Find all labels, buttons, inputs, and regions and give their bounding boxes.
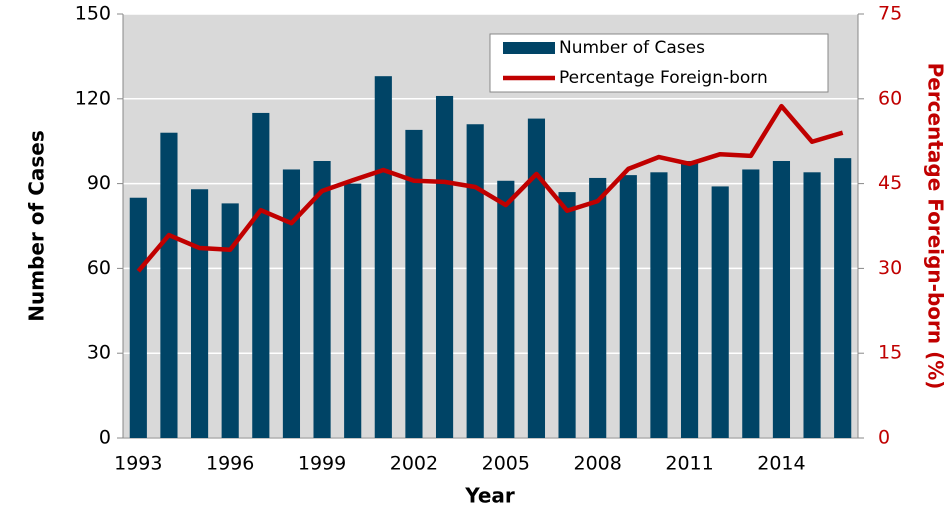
bar xyxy=(374,76,392,438)
y-axis-label: Number of Cases xyxy=(25,130,49,321)
y2-tick-label: 45 xyxy=(878,172,902,194)
y2-tick-label: 30 xyxy=(878,257,902,279)
bar xyxy=(466,124,484,439)
y-tick-label: 60 xyxy=(87,257,111,279)
y-tick-label: 30 xyxy=(87,342,111,364)
bar xyxy=(405,129,423,439)
x-tick-label: 2005 xyxy=(482,453,530,475)
legend-label: Percentage Foreign-born xyxy=(559,68,768,88)
y2-tick-label: 75 xyxy=(878,3,902,25)
x-tick-label: 2002 xyxy=(390,453,438,475)
bar xyxy=(282,169,301,438)
bar xyxy=(344,183,362,438)
line xyxy=(136,103,844,273)
x-tick-label: 2011 xyxy=(665,453,713,475)
bar xyxy=(190,189,209,438)
y-tick-label: 150 xyxy=(75,3,111,25)
legend-swatch xyxy=(503,42,555,54)
bar xyxy=(497,180,515,439)
bar xyxy=(313,160,331,438)
legend-label: Number of Cases xyxy=(559,38,705,58)
bar xyxy=(252,112,270,438)
x-tick-label: 1996 xyxy=(206,453,254,475)
y2-axis-label: Percentage Foreign-born (%) xyxy=(924,63,948,390)
bar xyxy=(834,158,852,438)
bar xyxy=(527,118,546,438)
y-tick-label: 0 xyxy=(99,427,111,449)
x-tick-label: 1999 xyxy=(298,453,346,475)
bar xyxy=(129,197,147,438)
bar xyxy=(803,172,821,438)
y2-tick-label: 0 xyxy=(878,427,890,449)
bar xyxy=(435,95,454,439)
x-axis-label: Year xyxy=(464,484,515,508)
x-tick-label: 2008 xyxy=(574,453,622,475)
bar xyxy=(558,192,576,438)
y2-tick-label: 60 xyxy=(878,87,902,109)
y2-tick-label: 15 xyxy=(878,342,902,364)
bar xyxy=(619,175,637,438)
bar xyxy=(650,172,668,438)
x-tick-label: 2014 xyxy=(757,453,805,475)
bar xyxy=(589,177,607,439)
x-tick-label: 1993 xyxy=(114,453,162,475)
bar xyxy=(221,203,239,438)
y-tick-label: 90 xyxy=(87,172,111,194)
bar xyxy=(711,186,729,438)
bar xyxy=(680,160,699,438)
bar xyxy=(160,132,178,438)
bar xyxy=(772,160,791,438)
y-tick-label: 120 xyxy=(75,87,111,109)
bar xyxy=(742,169,760,438)
